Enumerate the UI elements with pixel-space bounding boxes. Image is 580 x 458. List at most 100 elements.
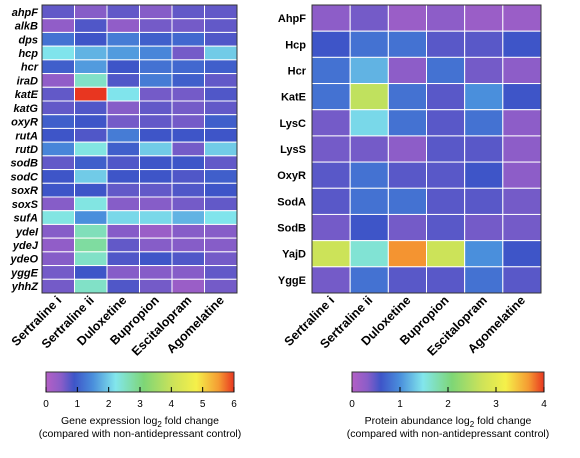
- heatmap-cell: [204, 45, 238, 61]
- colorbar-subtitle: (compared with non-antidepressant contro…: [347, 428, 550, 440]
- heatmap-cell: [171, 210, 205, 225]
- heatmap-cell: [426, 213, 466, 242]
- heatmap-cell: [41, 223, 75, 239]
- heatmap-cell: [426, 135, 466, 163]
- heatmap-cell: [311, 213, 351, 242]
- heatmap-cell: [387, 83, 428, 111]
- heatmap-cell: [464, 187, 504, 215]
- row-label: OxyR: [277, 170, 306, 182]
- row-label: LysS: [280, 144, 306, 156]
- heatmap-cell: [106, 45, 140, 61]
- heatmap-cell: [74, 210, 108, 225]
- heatmap-cell: [426, 30, 466, 58]
- row-label: ydeO: [9, 254, 38, 266]
- heatmap-cell: [41, 141, 75, 157]
- heatmap-cell: [387, 4, 428, 32]
- heatmap-cell: [502, 135, 542, 163]
- heatmap-cell: [74, 278, 108, 294]
- colorbar-title-main: Gene expression log: [61, 415, 157, 427]
- heatmap-cell: [204, 196, 238, 212]
- heatmap-cell: [349, 56, 389, 85]
- heatmap-cell: [387, 56, 428, 85]
- colorbar-tick-label: 2: [106, 399, 112, 410]
- heatmap-cell: [106, 86, 140, 102]
- row-label: ahpF: [12, 7, 39, 19]
- heatmap-cell: [171, 73, 205, 88]
- heatmap-cell: [349, 161, 389, 189]
- heatmap-cell: [426, 161, 466, 189]
- heatmap-cell: [311, 109, 351, 137]
- row-label: yhhZ: [11, 281, 40, 293]
- heatmap-cell: [502, 56, 542, 85]
- heatmap-cell: [139, 114, 173, 129]
- heatmap-cell: [204, 114, 238, 129]
- heatmap-cell: [204, 278, 238, 294]
- heatmap-cell: [139, 45, 173, 61]
- heatmap-cell: [204, 4, 238, 20]
- heatmap-cell: [204, 223, 238, 239]
- row-label: rutD: [15, 144, 38, 156]
- row-label: rutA: [15, 130, 38, 142]
- row-label: dps: [18, 34, 38, 46]
- colorbar-title-subscript: 2: [470, 420, 475, 429]
- heatmap-cell: [387, 135, 428, 163]
- heatmap-cell: [106, 196, 140, 212]
- heatmap-frame: [311, 4, 542, 294]
- heatmap-cell: [41, 169, 75, 184]
- heatmap-cell: [204, 265, 238, 280]
- row-label: AhpF: [278, 13, 306, 25]
- heatmap-cell: [204, 86, 238, 102]
- heatmap-cell: [171, 155, 205, 171]
- row-label: soxS: [12, 199, 39, 211]
- heatmap-cell: [349, 187, 389, 215]
- heatmap-cell: [311, 56, 351, 85]
- heatmap-cell: [464, 4, 504, 32]
- heatmap-cell: [41, 18, 75, 33]
- heatmap-cell: [139, 100, 173, 116]
- heatmap-cell: [349, 4, 389, 32]
- heatmap-cell: [171, 169, 205, 184]
- heatmap-cell: [106, 127, 140, 143]
- heatmap-cell: [464, 213, 504, 242]
- heatmap-cell: [74, 45, 108, 61]
- colorbar-tick-label: 1: [397, 399, 403, 410]
- row-label: YggE: [278, 275, 306, 287]
- row-label: ydeJ: [12, 240, 39, 252]
- heatmap-cell: [41, 155, 75, 171]
- heatmap-cell: [41, 86, 75, 102]
- colorbar-title-main: Protein abundance log: [365, 415, 470, 427]
- colorbar-title-rest: fold change: [474, 415, 531, 427]
- heatmap-cell: [387, 266, 428, 294]
- heatmap-cell: [41, 127, 75, 143]
- row-label: oxyR: [11, 117, 38, 129]
- heatmap-cell: [204, 73, 238, 88]
- heatmap-cell: [139, 251, 173, 267]
- heatmap-cell: [171, 4, 205, 20]
- row-label: sufA: [14, 213, 39, 225]
- heatmap-cell: [74, 155, 108, 171]
- colorbar-tick-label: 4: [541, 399, 547, 410]
- row-label: ydeI: [15, 226, 39, 238]
- heatmap-cell: [171, 59, 205, 75]
- heatmap-cell: [139, 141, 173, 157]
- heatmap-cell: [171, 127, 205, 143]
- heatmap-cell: [41, 210, 75, 225]
- heatmap-cell: [426, 109, 466, 137]
- heatmap-cell: [106, 59, 140, 75]
- row-label: katE: [15, 89, 39, 101]
- row-label: KatE: [281, 92, 306, 104]
- heatmap-cell: [387, 161, 428, 189]
- heatmap-cell: [139, 31, 173, 47]
- column-label: Agomelatine: [164, 293, 227, 356]
- heatmap-cell: [106, 210, 140, 225]
- heatmap-cell: [106, 4, 140, 20]
- heatmap-cell: [204, 210, 238, 225]
- heatmap-cell: [106, 155, 140, 171]
- colorbar-title: Protein abundance log2 fold change: [365, 415, 532, 429]
- colorbar-title: Gene expression log2 fold change: [61, 415, 219, 429]
- heatmap-cell: [464, 240, 504, 268]
- heatmap-cell: [204, 182, 238, 198]
- heatmap-cell: [464, 56, 504, 85]
- heatmap-cell: [74, 114, 108, 129]
